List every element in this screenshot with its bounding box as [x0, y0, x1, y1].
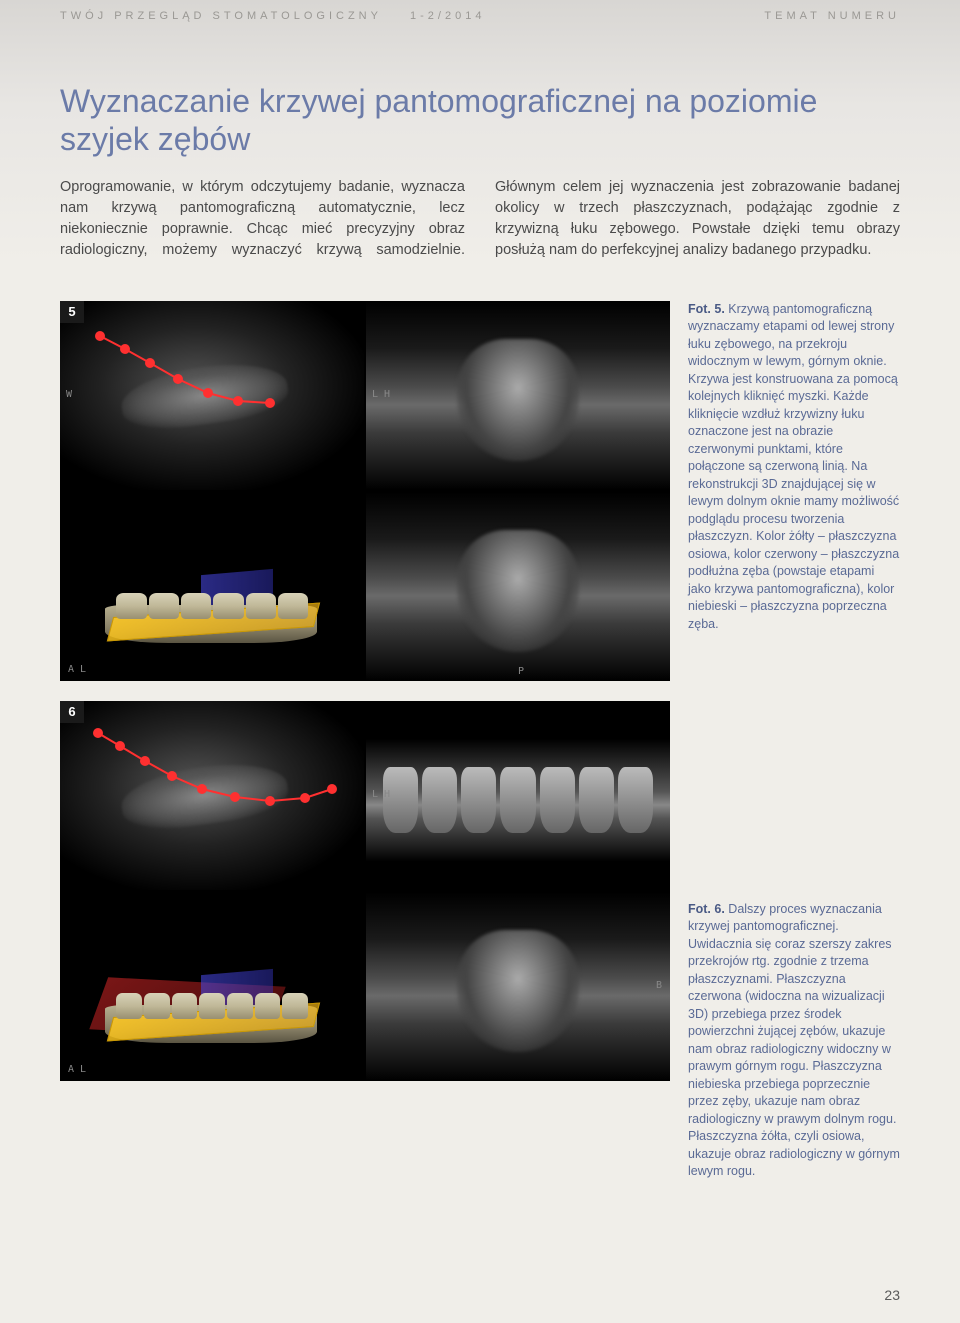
- pane-label-al: A L: [68, 1064, 86, 1075]
- sagittal-view-pane: L H: [366, 301, 670, 490]
- tooth: [227, 993, 253, 1019]
- tooth: [422, 767, 457, 833]
- pane-label-p: P: [518, 666, 524, 677]
- tooth: [618, 767, 653, 833]
- figure-5-caption-text: Krzywą pantomograficzną wyznaczamy etapa…: [688, 302, 899, 631]
- figure-6-label: 6: [60, 701, 84, 723]
- header-left: TWÓJ PRZEGLĄD STOMATOLOGICZNY 1-2/2014: [60, 10, 485, 22]
- article-title: Wyznaczanie krzywej pantomograficznej na…: [60, 82, 900, 159]
- pane-label-lh: L H: [372, 789, 390, 800]
- tooth: [116, 993, 142, 1019]
- tooth: [540, 767, 575, 833]
- pane-label-b: B: [656, 980, 662, 991]
- issue-number: 1-2/2014: [410, 10, 485, 22]
- pane-label-lh: L H: [372, 389, 390, 400]
- panto-curve-points: [94, 729, 336, 805]
- tooth: [383, 767, 418, 833]
- tooth: [181, 593, 211, 619]
- figure-6-row: 6 L H: [0, 681, 960, 1181]
- panto-curve-line: [98, 733, 332, 801]
- figure-6: 6 L H: [60, 701, 670, 1081]
- panoramic-teeth: [381, 767, 655, 833]
- article-heading-block: Wyznaczanie krzywej pantomograficznej na…: [0, 22, 960, 281]
- figure-6-caption-bold: Fot. 6.: [688, 902, 725, 916]
- figure-5-label: 5: [60, 301, 84, 323]
- tooth: [246, 593, 276, 619]
- tooth: [116, 593, 146, 619]
- tooth: [172, 993, 198, 1019]
- page-number: 23: [884, 1287, 900, 1303]
- tooth: [278, 593, 308, 619]
- panto-curve-svg: [60, 301, 364, 490]
- figure-5-quad: W L H A L P: [60, 301, 670, 681]
- figure-5-caption: Fot. 5. Krzywą pantomograficzną wyznacza…: [688, 301, 900, 681]
- tooth: [144, 993, 170, 1019]
- figure-6-caption-text: Dalszy proces wyznaczania krzywej pantom…: [688, 902, 900, 1179]
- tooth: [255, 993, 281, 1019]
- coronal-view-pane: B: [366, 892, 670, 1081]
- coronal-view-pane: P: [366, 492, 670, 681]
- tooth: [282, 993, 308, 1019]
- teeth-row: [115, 986, 309, 1019]
- figure-5-row: 5 W L H A: [0, 281, 960, 681]
- figure-6-caption: Fot. 6. Dalszy proces wyznaczania krzywe…: [688, 701, 900, 1181]
- panto-curve-svg: [60, 701, 364, 890]
- page-header: TWÓJ PRZEGLĄD STOMATOLOGICZNY 1-2/2014 T…: [0, 0, 960, 22]
- figure-5: 5 W L H A: [60, 301, 670, 681]
- pane-label-al: A L: [68, 664, 86, 675]
- tooth: [500, 767, 535, 833]
- panto-curve-points: [96, 332, 274, 407]
- 3d-render-pane: A L: [60, 892, 364, 1081]
- tooth: [213, 593, 243, 619]
- header-right: TEMAT NUMERU: [764, 10, 900, 22]
- jaw-3d-model: [84, 958, 342, 1053]
- figure-5-caption-bold: Fot. 5.: [688, 302, 725, 316]
- journal-name: TWÓJ PRZEGLĄD STOMATOLOGICZNY: [60, 10, 382, 22]
- figure-6-quad: L H A L B: [60, 701, 670, 1081]
- article-body: Oprogramowanie, w którym odczytujemy bad…: [60, 177, 900, 261]
- jaw-3d-model: [84, 558, 342, 653]
- panoramic-view-pane: L H: [366, 701, 670, 890]
- tooth: [199, 993, 225, 1019]
- tooth: [461, 767, 496, 833]
- 3d-render-pane: A L: [60, 492, 364, 681]
- tooth: [579, 767, 614, 833]
- axial-view-pane: W: [60, 301, 364, 490]
- tooth: [149, 593, 179, 619]
- axial-view-pane: [60, 701, 364, 890]
- teeth-row: [115, 586, 309, 619]
